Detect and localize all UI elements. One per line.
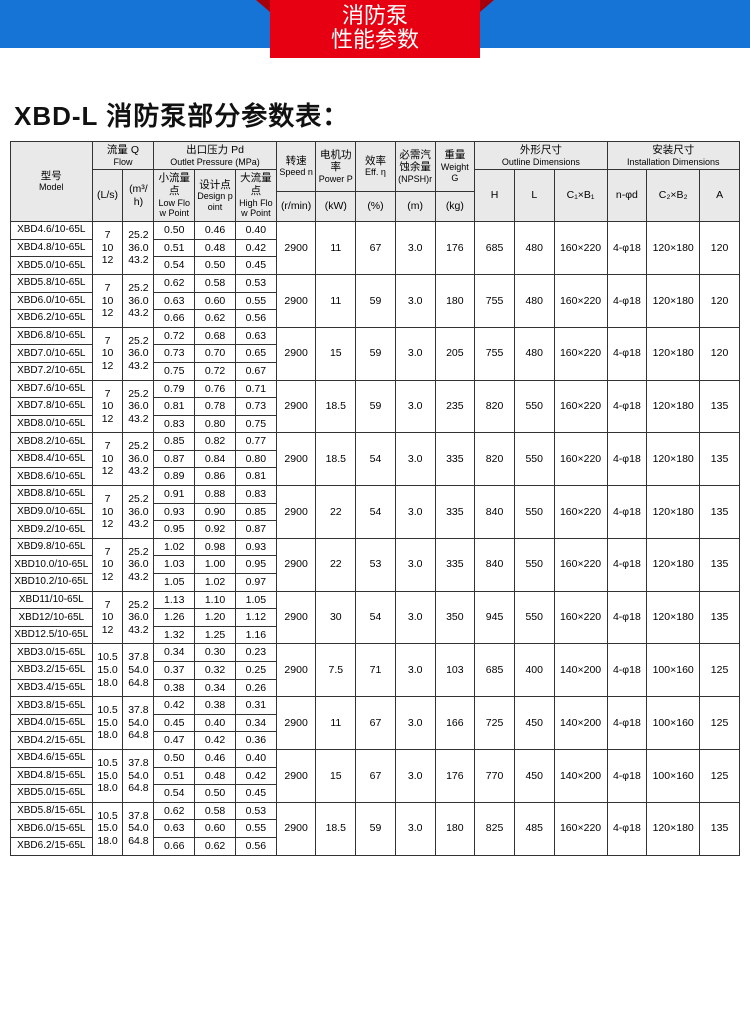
table-row: XBD5.8/15-65L10.515.018.037.854.064.80.6… [11,802,740,820]
table-row: XBD9.8/10-65L7101225.236.043.21.020.980.… [11,538,740,556]
title-ribbon: 消防泵 性能参数 [270,0,480,58]
col-nfd: n-φd [607,170,647,222]
col-eff: 效率Eff. η [356,142,396,192]
header-bar: 消防泵 性能参数 [0,0,750,48]
col-flow: 流量 QFlow [92,142,154,170]
col-L: L [514,170,554,222]
col-install: 安装尺寸Installation Dimensions [607,142,739,170]
col-pressure: 出口压力 PdOutlet Pressure (MPa) [154,142,276,170]
col-npsh-u: (m) [395,191,435,221]
col-p-des: 设计点Design point [195,170,236,222]
col-speed: 转速Speed n [276,142,316,192]
col-power-u: (kW) [316,191,356,221]
table-row: XBD7.6/10-65L7101225.236.043.20.790.760.… [11,380,740,398]
col-eff-u: (%) [356,191,396,221]
table-row: XBD3.8/15-65L10.515.018.037.854.064.80.4… [11,697,740,715]
table-row: XBD11/10-65L7101225.236.043.21.131.101.0… [11,591,740,609]
col-p-low: 小流量点Low Flow Point [154,170,195,222]
col-flow-ls: (L/s) [92,170,123,222]
col-speed-u: (r/min) [276,191,316,221]
table-body: XBD4.6/10-65L7101225.236.043.20.500.460.… [11,222,740,855]
col-A: A [700,170,740,222]
col-p-hi: 大流量点High Flow Point [235,170,276,222]
col-flow-m3h: (m³/h) [123,170,154,222]
spec-table: 型号Model 流量 QFlow 出口压力 PdOutlet Pressure … [10,141,740,856]
table-row: XBD6.8/10-65L7101225.236.043.20.720.680.… [11,327,740,345]
col-H: H [475,170,515,222]
col-weight: 重量Weight G [435,142,475,192]
col-model: 型号Model [11,142,93,222]
ribbon-line-2: 性能参数 [294,28,456,52]
table-row: XBD5.8/10-65L7101225.236.043.20.620.580.… [11,274,740,292]
col-npsh: 必需汽蚀余量(NPSH)r [395,142,435,192]
col-power: 电机功率Power P [316,142,356,192]
table-row: XBD8.8/10-65L7101225.236.043.20.910.880.… [11,486,740,504]
table-row: XBD4.6/10-65L7101225.236.043.20.500.460.… [11,222,740,240]
table-row: XBD3.0/15-65L10.515.018.037.854.064.80.3… [11,644,740,662]
table-row: XBD8.2/10-65L7101225.236.043.20.850.820.… [11,433,740,451]
col-C1B1: C₁×B₁ [554,170,607,222]
page-title: XBD-L 消防泵部分参数表： [14,96,750,133]
ribbon-line-1: 消防泵 [294,4,456,28]
col-outline: 外形尺寸Outline Dimensions [475,142,607,170]
table-head: 型号Model 流量 QFlow 出口压力 PdOutlet Pressure … [11,142,740,222]
col-weight-u: (kg) [435,191,475,221]
table-row: XBD4.6/15-65L10.515.018.037.854.064.80.5… [11,749,740,767]
col-C2B2: C₂×B₂ [647,170,700,222]
